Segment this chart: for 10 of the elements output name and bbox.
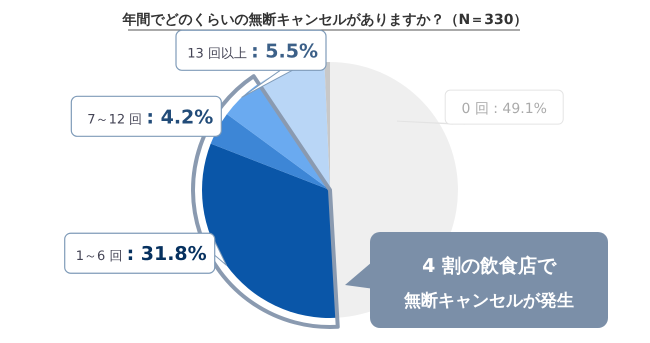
data-label: : 4.2% [146, 106, 214, 128]
slice-label: 7～12 回 [87, 112, 146, 128]
data-label: : 49.1% [493, 101, 547, 118]
data-label: : 31.8% [126, 243, 207, 266]
text: 無断キャンセルが発生 [403, 291, 574, 311]
chart-title: 年間でどのくらいの無断キャンセルがありますか？（N＝330） [122, 12, 528, 28]
slice-label: 0 回 [461, 101, 489, 118]
text: 4 割の飲食店で [422, 255, 557, 277]
slice-label: 13 回以上 [187, 46, 252, 62]
slice-label: 1～6 回 [76, 249, 127, 264]
